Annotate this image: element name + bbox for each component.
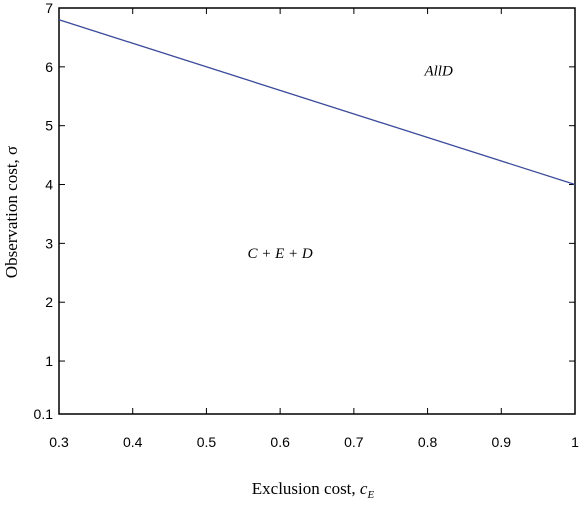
boundary-line — [58, 19, 576, 186]
y-tick-label: 4 — [45, 177, 53, 193]
x-tick-label: 1 — [571, 434, 579, 450]
x-tick-label: 0.7 — [344, 434, 364, 450]
y-tick-label: 5 — [45, 118, 53, 134]
y-tick-label: 6 — [45, 59, 53, 75]
y-tick-label: 2 — [45, 294, 53, 310]
region-labels: AllD C + E + D — [248, 64, 453, 262]
y-tick-label: 1 — [45, 353, 53, 369]
plot-frame — [58, 7, 576, 415]
y-axis-ticks: 0.1 1 2 3 4 5 6 7 — [34, 0, 575, 422]
x-tick-label: 0.5 — [197, 434, 217, 450]
x-tick-label: 0.9 — [492, 434, 512, 450]
y-tick-label: 0.1 — [34, 406, 54, 422]
x-axis-ticks: 0.3 0.4 0.5 0.6 0.7 0.8 0.9 1 — [49, 8, 579, 450]
region-label-alld: AllD — [423, 64, 452, 80]
y-tick-label: 7 — [45, 0, 53, 16]
x-tick-label: 0.4 — [123, 434, 143, 450]
y-tick-label: 3 — [45, 235, 53, 251]
series-group — [58, 19, 576, 186]
y-axis-title: Observation cost, σ — [2, 146, 21, 278]
region-label-c-e-d: C + E + D — [248, 246, 313, 262]
x-tick-label: 0.3 — [49, 434, 69, 450]
x-tick-label: 0.8 — [418, 434, 438, 450]
x-tick-label: 0.6 — [270, 434, 290, 450]
x-axis-title: Exclusion cost, cE — [252, 479, 375, 501]
